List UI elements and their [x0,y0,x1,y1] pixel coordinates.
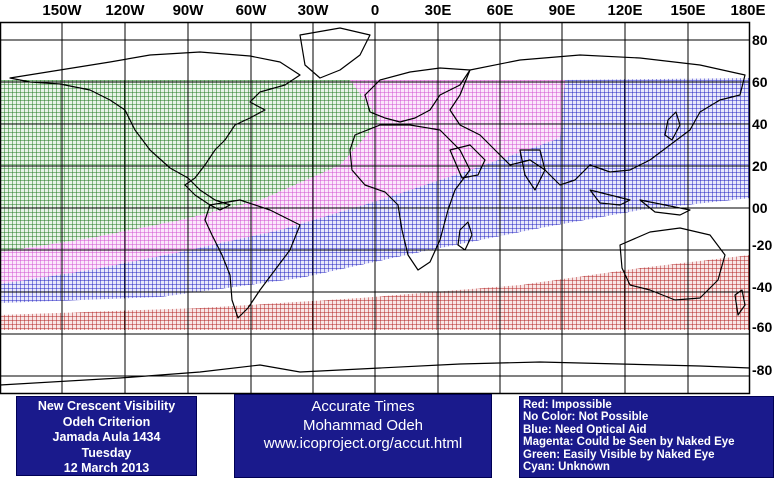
lat-label-60: 60 [752,74,768,90]
title-line-2: Odeh Criterion [62,414,151,429]
lon-label-150w: 150W [42,2,82,19]
credit-box: Accurate Times Mohammad Odeh www.icoproj… [234,394,492,478]
title-box: New Crescent Visibility Odeh Criterion J… [16,396,197,476]
legend-blue: Blue: Need Optical Aid [523,423,647,436]
lat-label-20: 20 [752,158,768,174]
lat-label-minus60: -60 [752,319,773,335]
lon-label-30w: 30W [297,2,329,19]
lat-label-minus20: -20 [752,237,773,253]
title-line-3: Jamada Aula 1434 [52,430,161,444]
lat-label-80: 80 [752,32,768,48]
legend-magenta: Magenta: Could be Seen by Naked Eye [523,436,735,449]
title-line-4: Tuesday [81,445,132,460]
legend-none: No Color: Not Possible [523,411,649,424]
lon-label-90w: 90W [172,2,204,19]
legend-box: Red: Impossible No Color: Not Possible B… [519,396,774,478]
title-line-1: New Crescent Visibility [37,399,176,413]
legend-green: Green: Easily Visible by Naked Eye [523,448,715,461]
lon-label-30e: 30E [424,2,452,19]
legend-red: Red: Impossible [523,399,612,411]
graticule [0,22,750,394]
credit-line-2: Mohammad Odeh [302,416,424,434]
lon-label-180e: 180E [730,2,766,19]
lon-label-60w: 60W [235,2,267,19]
lat-label-00: 00 [752,200,768,216]
lon-label-120w: 120W [105,2,145,19]
lon-label-60e: 60E [486,2,514,19]
lon-label-120e: 120E [607,2,643,19]
lat-label-40: 40 [752,116,768,132]
coastlines [0,27,750,386]
credit-url[interactable]: www.icoproject.org/accut.html [263,435,463,452]
lon-label-150e: 150E [670,2,706,19]
credit-line-1: Accurate Times [311,398,415,415]
title-line-5: 12 March 2013 [63,461,150,475]
map-frame [0,21,751,395]
lat-label-minus40: -40 [752,279,773,295]
legend-cyan: Cyan: Unknown [523,461,610,474]
lon-label-90e: 90E [548,2,576,19]
lat-label-minus80: -80 [752,362,773,378]
lon-label-0: 0 [370,2,380,19]
